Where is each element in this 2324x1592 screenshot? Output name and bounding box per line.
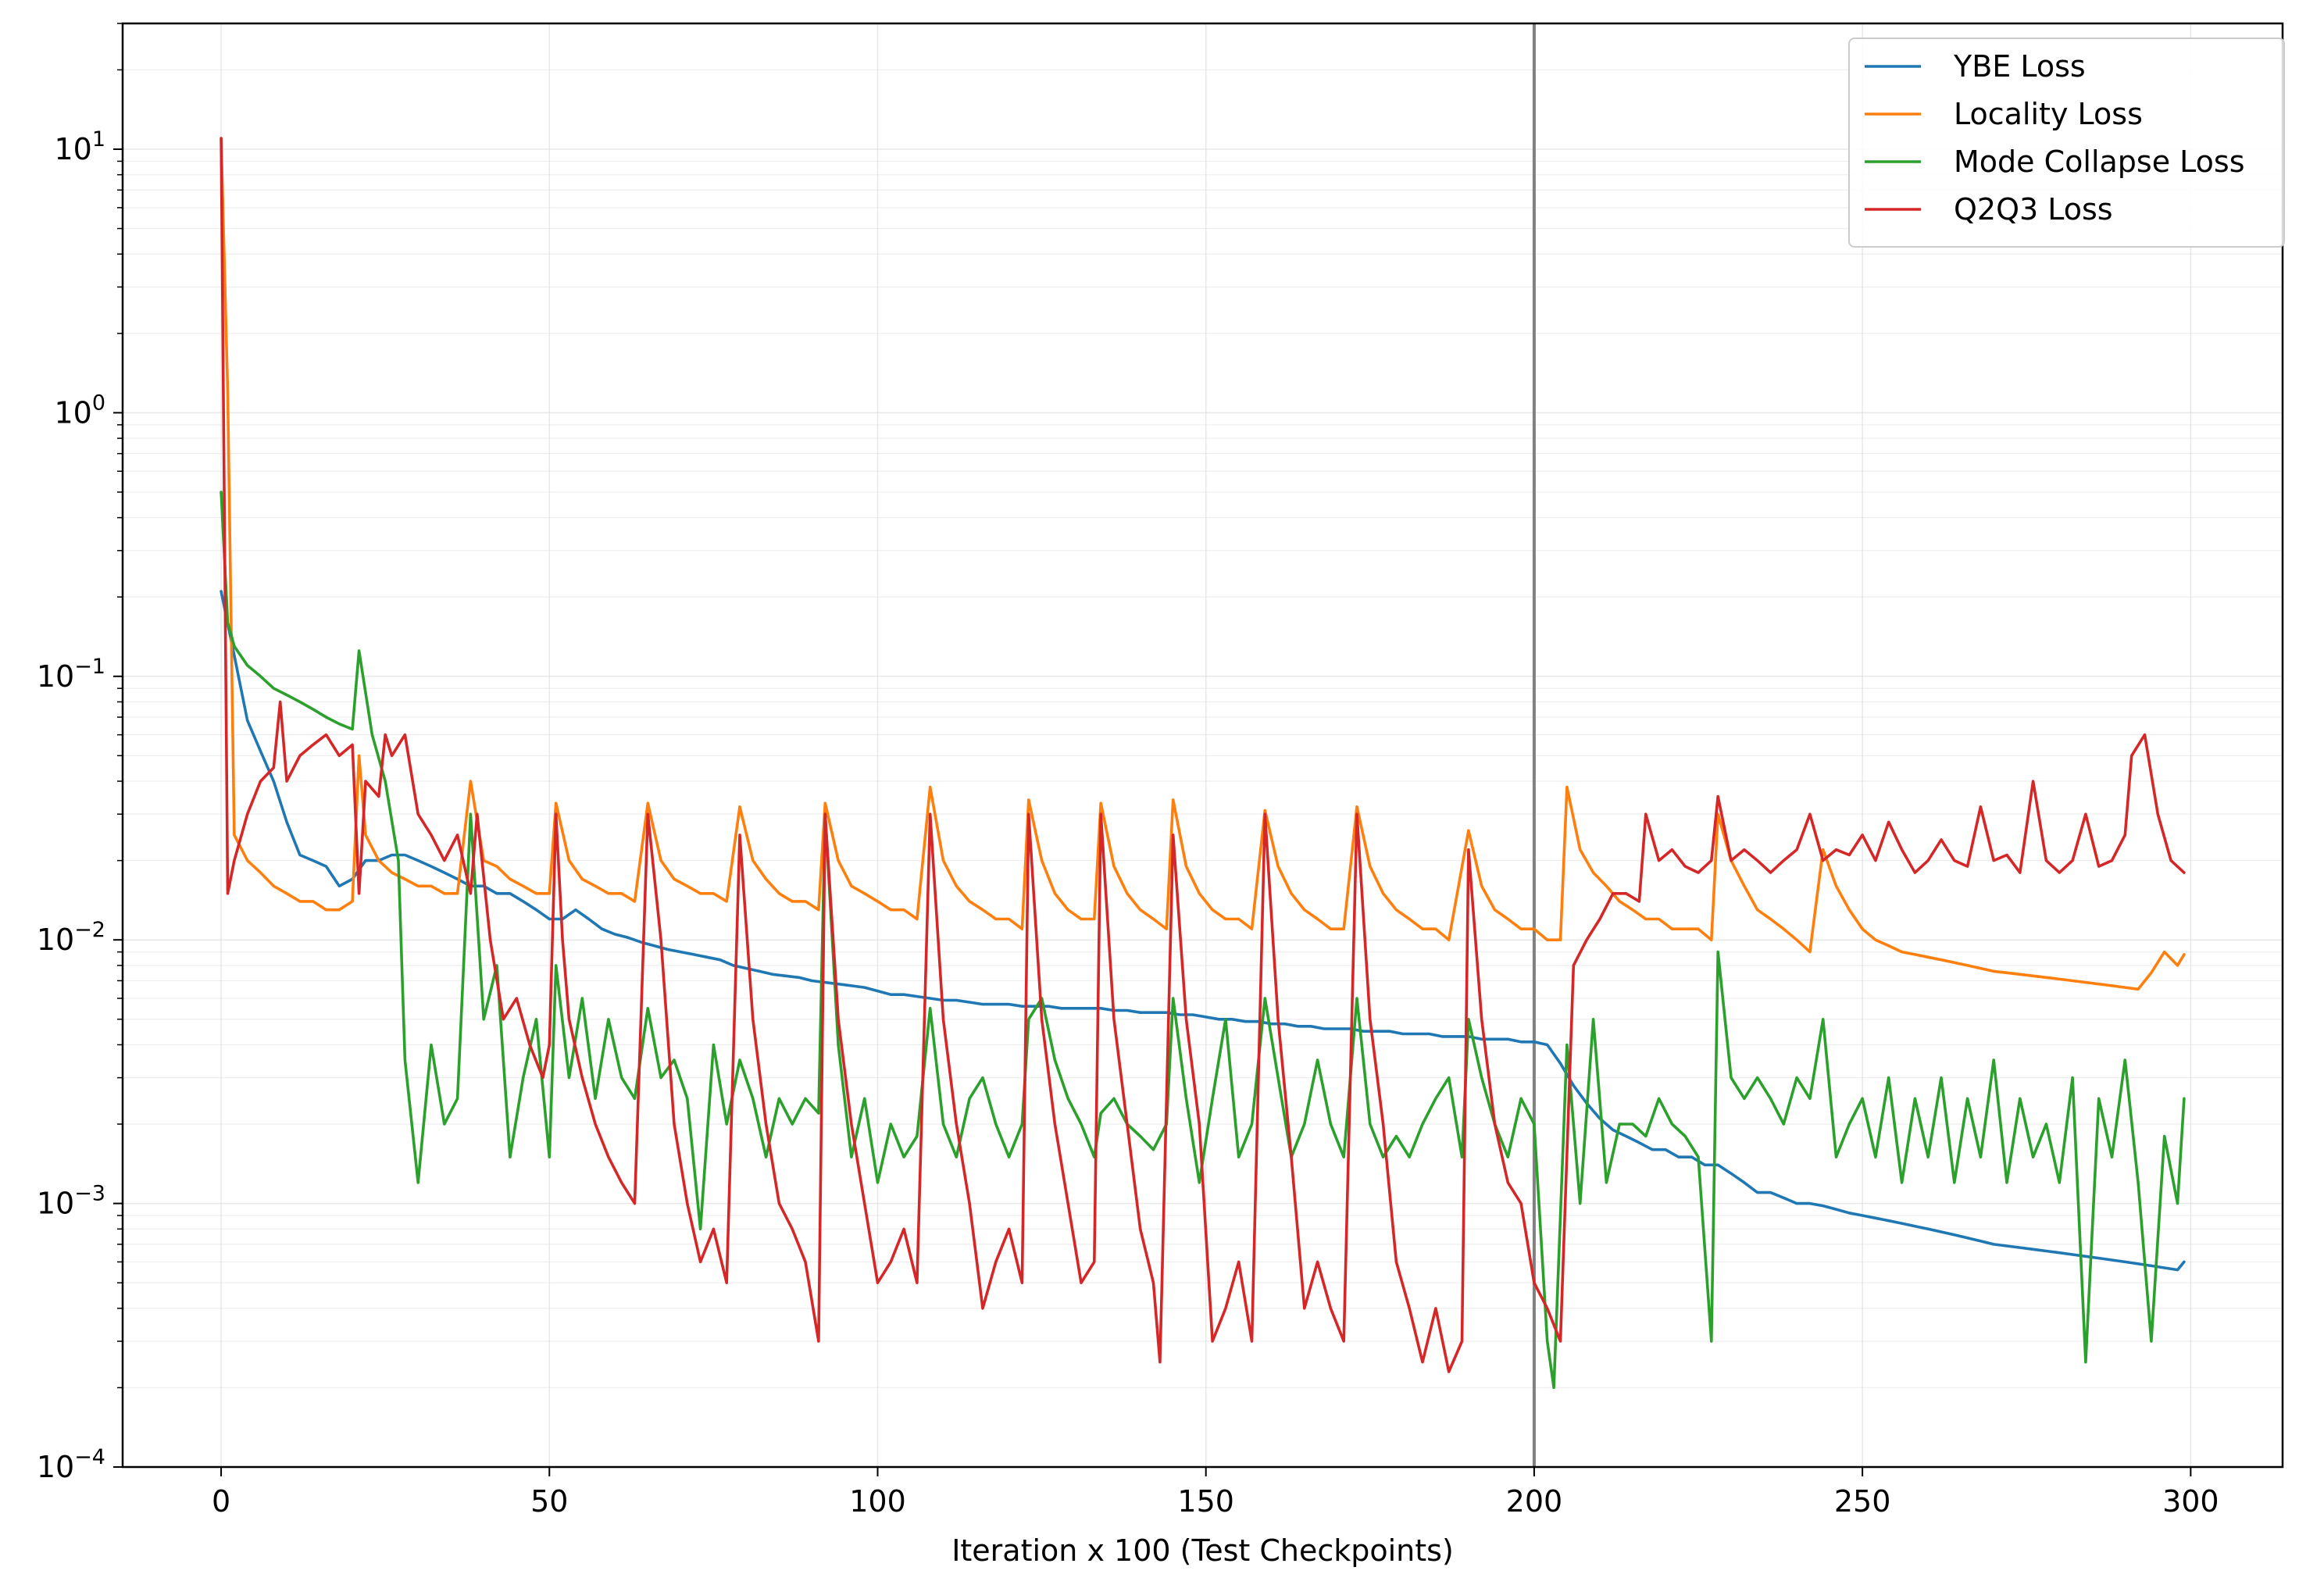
y-tick-label: 101	[54, 127, 105, 166]
series-lines	[220, 137, 2186, 1390]
y-tick-label: 100	[54, 391, 105, 430]
x-tick-label: 50	[530, 1484, 568, 1519]
legend-label: Locality Loss	[1954, 97, 2143, 131]
x-tick-label: 150	[1177, 1484, 1234, 1519]
x-tick-label: 200	[1506, 1484, 1563, 1519]
grid	[123, 23, 2283, 1468]
legend-label: YBE Loss	[1953, 49, 2086, 84]
x-tick-label: 100	[849, 1484, 906, 1519]
y-tick-label: 10−2	[37, 918, 105, 957]
x-axis-ticks: 0 50 100 150 200 250 300	[212, 1467, 2219, 1519]
x-tick-label: 300	[2162, 1484, 2219, 1519]
legend-box	[1848, 37, 2285, 248]
y-tick-label: 10−1	[37, 655, 105, 694]
x-axis-label: Iteration x 100 (Test Checkpoints)	[951, 1533, 1454, 1568]
y-tick-label: 10−4	[37, 1445, 105, 1484]
legend: YBE Loss Locality Loss Mode Collapse Loss Q…	[1848, 37, 2285, 248]
x-tick-label: 0	[212, 1484, 230, 1519]
legend-label: Q2Q3 Loss	[1954, 192, 2113, 227]
series-line-mode-collapse-loss	[220, 491, 2186, 1390]
series-line-q2q3-loss	[220, 137, 2186, 1373]
plot-frame	[121, 22, 2284, 1469]
legend-label: Mode Collapse Loss	[1954, 145, 2245, 179]
y-tick-label: 10−3	[37, 1182, 105, 1221]
y-axis-ticks: 10−4 10−3 10−2 10−1 100 101	[37, 23, 123, 1484]
x-tick-label: 250	[1834, 1484, 1891, 1519]
series-line-ybe-loss	[220, 590, 2186, 1272]
series-line-locality-loss	[220, 137, 2186, 991]
